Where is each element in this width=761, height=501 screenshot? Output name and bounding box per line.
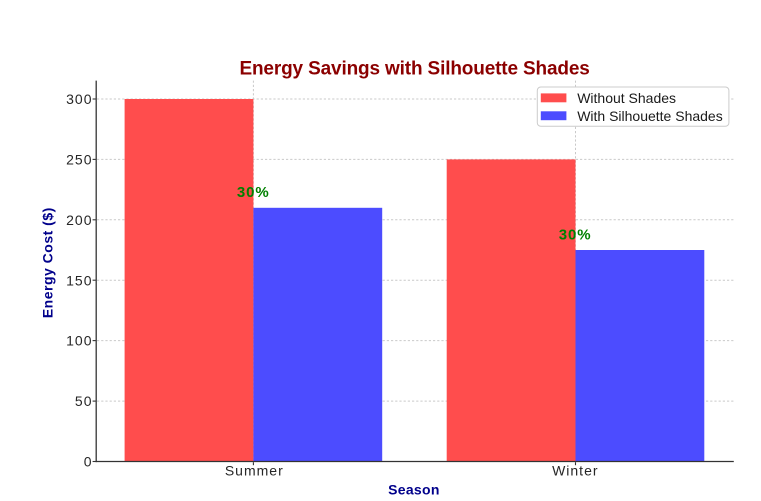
svg-text:Energy Savings with Silhouette: Energy Savings with Silhouette Shades — [239, 58, 589, 79]
svg-text:100: 100 — [66, 333, 92, 349]
svg-text:Season: Season — [388, 481, 440, 497]
svg-text:300: 300 — [66, 91, 92, 107]
svg-text:200: 200 — [66, 212, 92, 228]
svg-text:50: 50 — [75, 393, 93, 409]
svg-text:30%: 30% — [237, 184, 270, 201]
svg-text:With Silhouette Shades: With Silhouette Shades — [577, 108, 723, 124]
svg-text:250: 250 — [66, 152, 92, 168]
svg-text:150: 150 — [66, 272, 92, 288]
svg-text:Without Shades: Without Shades — [577, 90, 676, 106]
svg-text:30%: 30% — [559, 226, 592, 243]
svg-text:Winter: Winter — [552, 463, 598, 479]
svg-text:0: 0 — [84, 454, 93, 470]
svg-text:Summer: Summer — [225, 463, 284, 479]
svg-text:Energy Cost ($): Energy Cost ($) — [40, 207, 56, 318]
